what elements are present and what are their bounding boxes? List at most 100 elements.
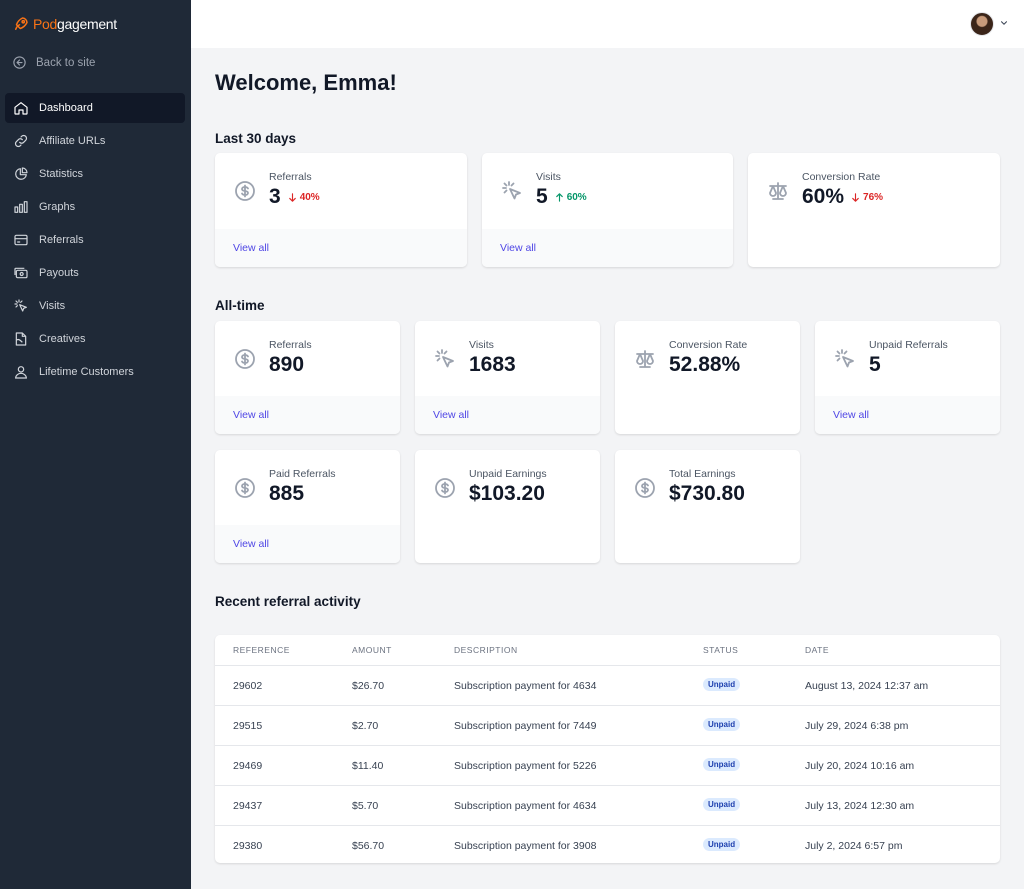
table-row: 29515 $2.70 Subscription payment for 744… (215, 706, 1000, 746)
column-header-description: DESCRIPTION (454, 645, 518, 655)
card-footer: View all (215, 525, 400, 563)
stat-value: $730.80 (669, 482, 745, 505)
view-all-link[interactable]: View all (233, 409, 269, 421)
sidebar-item-graphs[interactable]: Graphs (5, 192, 185, 222)
scale-icon (769, 182, 787, 200)
sidebar-item-label: Visits (39, 300, 66, 312)
link-icon (14, 134, 28, 148)
app-logo[interactable]: Podgagement (12, 14, 117, 34)
stat-card-visits-30d: Visits 5 60% View all (482, 153, 733, 267)
back-to-site-label: Back to site (36, 56, 96, 69)
sidebar-item-label: Graphs (39, 201, 76, 213)
card-footer: View all (815, 396, 1000, 434)
document-icon (15, 332, 27, 346)
cell-description: Subscription payment for 4634 (454, 800, 597, 812)
cell-amount: $26.70 (352, 680, 385, 692)
cell-date: July 13, 2024 12:30 am (805, 800, 915, 812)
sidebar-item-affiliate-urls[interactable]: Affiliate URLs (5, 126, 185, 156)
dollar-icon (435, 478, 455, 498)
cell-description: Subscription payment for 5226 (454, 760, 597, 772)
column-header-amount: AMOUNT (352, 645, 392, 655)
view-all-link[interactable]: View all (233, 242, 269, 254)
stat-value: 1683 (469, 353, 516, 376)
chevron-down-icon[interactable] (999, 18, 1009, 28)
stat-card-unpaid-earnings: Unpaid Earnings $103.20 (415, 450, 600, 563)
card-footer: View all (215, 229, 467, 267)
dollar-icon (635, 478, 655, 498)
view-all-link[interactable]: View all (233, 538, 269, 550)
stat-label: Unpaid Earnings (469, 468, 547, 480)
stat-card-paid-referrals: Paid Referrals 885 View all (215, 450, 400, 563)
cursor-click-icon (502, 181, 521, 200)
sidebar-item-creatives[interactable]: Creatives (5, 324, 185, 354)
cursor-click-icon (14, 299, 27, 312)
sidebar-item-dashboard[interactable]: Dashboard (5, 93, 185, 123)
stat-label: Unpaid Referrals (869, 339, 948, 351)
dollar-icon (235, 181, 255, 201)
cell-description: Subscription payment for 4634 (454, 680, 597, 692)
stat-value: 890 (269, 353, 305, 376)
sidebar-item-label: Dashboard (39, 102, 93, 114)
sidebar-item-label: Lifetime Customers (39, 366, 134, 378)
user-avatar[interactable] (970, 12, 994, 36)
cash-icon (14, 267, 28, 279)
sidebar-item-visits[interactable]: Visits (5, 291, 185, 321)
status-badge: Unpaid (703, 758, 741, 771)
stat-label: Total Earnings (669, 468, 736, 480)
cell-date: August 13, 2024 12:37 am (805, 680, 929, 692)
sidebar-item-referrals[interactable]: Referrals (5, 225, 185, 255)
cursor-click-icon (835, 349, 854, 368)
status-badge: Unpaid (703, 838, 741, 851)
card-footer: View all (415, 396, 600, 434)
sidebar-item-lifetime-customers[interactable]: Lifetime Customers (5, 357, 185, 387)
cell-reference: 29437 (233, 800, 263, 812)
section-title-recent-referral-activity: Recent referral activity (215, 594, 361, 609)
stat-label: Visits (536, 171, 561, 183)
stat-value: 5 60% (536, 185, 587, 208)
column-header-status: STATUS (703, 645, 739, 655)
cell-date: July 2, 2024 6:57 pm (805, 840, 903, 852)
stat-card-referrals-all-time: Referrals 890 View all (215, 321, 400, 434)
table-header: REFERENCE AMOUNT DESCRIPTION STATUS DATE (215, 635, 1000, 666)
stat-card-unpaid-referrals: Unpaid Referrals 5 View all (815, 321, 1000, 434)
stat-label: Visits (469, 339, 494, 351)
view-all-link[interactable]: View all (433, 409, 469, 421)
stat-card-visits-all-time: Visits 1683 View all (415, 321, 600, 434)
credit-card-icon (14, 234, 28, 246)
table-row: 29469 $11.40 Subscription payment for 52… (215, 746, 1000, 786)
sidebar-item-payouts[interactable]: Payouts (5, 258, 185, 288)
table-row: 29437 $5.70 Subscription payment for 463… (215, 786, 1000, 826)
cell-description: Subscription payment for 7449 (454, 720, 597, 732)
home-icon (14, 102, 28, 115)
page-title: Welcome, Emma! (215, 70, 397, 95)
referral-activity-table: REFERENCE AMOUNT DESCRIPTION STATUS DATE… (215, 635, 1000, 863)
dollar-icon (235, 349, 255, 369)
cursor-click-icon (435, 349, 454, 368)
stat-card-conversion-rate-all-time: Conversion Rate 52.88% (615, 321, 800, 434)
view-all-link[interactable]: View all (500, 242, 536, 254)
sidebar-item-statistics[interactable]: Statistics (5, 159, 185, 189)
top-bar (191, 0, 1024, 48)
view-all-link[interactable]: View all (833, 409, 869, 421)
card-footer: View all (482, 229, 733, 267)
change-indicator: 40% (287, 192, 320, 203)
stat-value: 5 (869, 353, 881, 376)
card-footer: View all (215, 396, 400, 434)
sidebar-item-label: Referrals (39, 234, 84, 246)
stat-value: 52.88% (669, 353, 741, 376)
sidebar-item-label: Statistics (39, 168, 84, 180)
arrow-left-circle-icon (13, 56, 26, 69)
cell-amount: $5.70 (352, 800, 379, 812)
cell-reference: 29469 (233, 760, 263, 772)
cell-reference: 29602 (233, 680, 263, 692)
stat-value: 885 (269, 482, 305, 505)
column-header-reference: REFERENCE (233, 645, 290, 655)
users-icon (15, 366, 27, 379)
stat-label: Conversion Rate (802, 171, 881, 183)
table-row: 29380 $56.70 Subscription payment for 39… (215, 826, 1000, 863)
stat-label: Conversion Rate (669, 339, 748, 351)
column-header-date: DATE (805, 645, 830, 655)
change-indicator: 76% (850, 192, 883, 203)
scale-icon (636, 350, 654, 368)
back-to-site-link[interactable]: Back to site (12, 55, 95, 70)
